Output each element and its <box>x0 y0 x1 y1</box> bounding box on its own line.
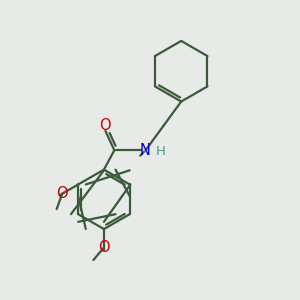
Text: O: O <box>98 240 110 255</box>
Text: O: O <box>56 186 68 201</box>
Text: N: N <box>140 143 151 158</box>
Text: H: H <box>155 145 165 158</box>
Text: O: O <box>99 118 111 133</box>
